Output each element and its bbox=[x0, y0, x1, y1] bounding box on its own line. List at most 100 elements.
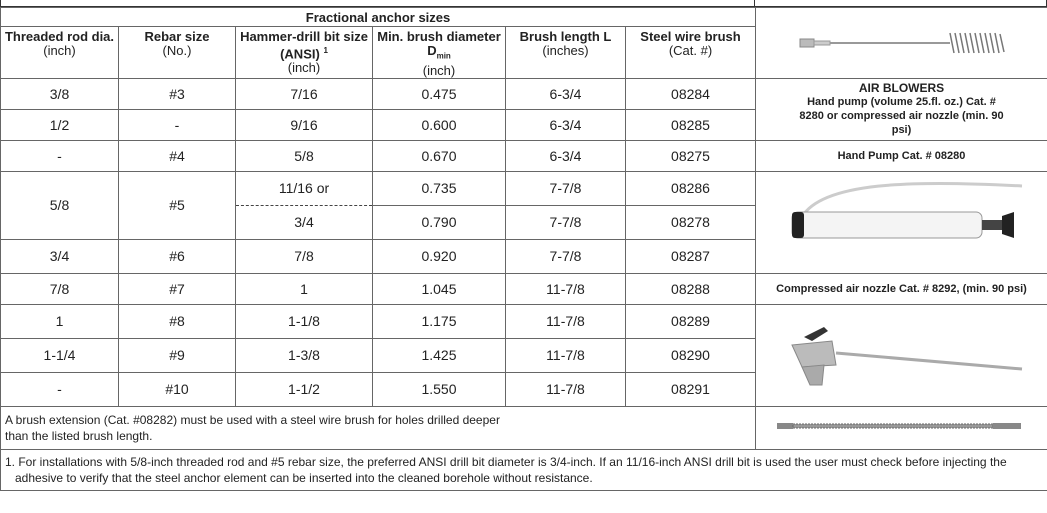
column-label: Threaded rod dia. bbox=[5, 29, 114, 44]
footnote-row: 1. For installations with 5/8-inch threa… bbox=[1, 449, 1047, 490]
cell: 3/4 bbox=[236, 205, 373, 239]
column-unit: (inch) bbox=[43, 43, 76, 58]
column-header: Rebar size(No.) bbox=[119, 27, 236, 79]
cell: 7-7/8 bbox=[506, 239, 626, 273]
cell: 11-7/8 bbox=[506, 273, 626, 304]
cell: 6-3/4 bbox=[506, 109, 626, 140]
nozzle-image-cell bbox=[756, 304, 1047, 406]
cell: 3/8 bbox=[1, 78, 119, 109]
page: Fractional anchor sizes Threaded rod dia… bbox=[0, 0, 1047, 513]
hand-pump-image-cell bbox=[756, 171, 1047, 273]
column-unit: (inches) bbox=[542, 43, 588, 58]
note-cell: A brush extension (Cat. #08282) must be … bbox=[1, 406, 756, 449]
brush-image-cell bbox=[756, 8, 1047, 79]
cell: - bbox=[119, 109, 236, 140]
cell: 7/8 bbox=[1, 273, 119, 304]
column-header: Steel wire brush(Cat. #) bbox=[626, 27, 756, 79]
column-unit: (Cat. #) bbox=[669, 43, 712, 58]
cell: 1.175 bbox=[373, 304, 506, 338]
column-label: Steel wire brush bbox=[640, 29, 740, 44]
cell: 0.790 bbox=[373, 205, 506, 239]
cell: 11-7/8 bbox=[506, 338, 626, 372]
cell: 7-7/8 bbox=[506, 171, 626, 205]
air-blowers-text: Hand pump (volume 25.fl. oz.) Cat. # 828… bbox=[756, 95, 1047, 137]
cell: 7-7/8 bbox=[506, 205, 626, 239]
cell: 1 bbox=[1, 304, 119, 338]
cell: 0.920 bbox=[373, 239, 506, 273]
nozzle-label: Compressed air nozzle Cat. # 8292, (min.… bbox=[756, 273, 1047, 304]
cell: #5 bbox=[119, 171, 236, 239]
cell: 1-3/8 bbox=[236, 338, 373, 372]
column-unit: (inch) bbox=[288, 60, 321, 75]
column-superscript: 1 bbox=[323, 46, 327, 55]
cell: #3 bbox=[119, 78, 236, 109]
cell: 08284 bbox=[626, 78, 756, 109]
column-label: Brush length L bbox=[520, 29, 612, 44]
cell: #6 bbox=[119, 239, 236, 273]
cell: 0.735 bbox=[373, 171, 506, 205]
column-header: Threaded rod dia.(inch) bbox=[1, 27, 119, 79]
cell: 7/8 bbox=[236, 239, 373, 273]
cell: 9/16 bbox=[236, 109, 373, 140]
cell: 0.600 bbox=[373, 109, 506, 140]
cell: 08278 bbox=[626, 205, 756, 239]
cell: 1.425 bbox=[373, 338, 506, 372]
anchor-table: Fractional anchor sizes Threaded rod dia… bbox=[0, 7, 1047, 491]
cell: - bbox=[1, 372, 119, 406]
cell: 1.550 bbox=[373, 372, 506, 406]
cell: 08289 bbox=[626, 304, 756, 338]
cell: #7 bbox=[119, 273, 236, 304]
cell: 08291 bbox=[626, 372, 756, 406]
cell: #10 bbox=[119, 372, 236, 406]
cell: 08285 bbox=[626, 109, 756, 140]
column-label: Rebar size bbox=[144, 29, 209, 44]
cell: 08287 bbox=[626, 239, 756, 273]
hand-pump-image bbox=[762, 172, 1042, 270]
cell: 11-7/8 bbox=[506, 304, 626, 338]
air-nozzle-image bbox=[762, 305, 1042, 403]
cell: 1/2 bbox=[1, 109, 119, 140]
cell: 08286 bbox=[626, 171, 756, 205]
cell: #8 bbox=[119, 304, 236, 338]
cell: 1-1/8 bbox=[236, 304, 373, 338]
cell: 3/4 bbox=[1, 239, 119, 273]
cell: 6-3/4 bbox=[506, 140, 626, 171]
cell: 6-3/4 bbox=[506, 78, 626, 109]
air-blowers-title: AIR BLOWERS bbox=[756, 81, 1047, 95]
extension-image-cell bbox=[756, 406, 1047, 449]
cell: #9 bbox=[119, 338, 236, 372]
column-header: Hammer-drill bit size (ANSI) 1(inch) bbox=[236, 27, 373, 79]
brush-extension-image bbox=[762, 416, 1042, 436]
cell: 7/16 bbox=[236, 78, 373, 109]
cell: 11-7/8 bbox=[506, 372, 626, 406]
note-row: A brush extension (Cat. #08282) must be … bbox=[1, 406, 1047, 449]
title-row: Fractional anchor sizes bbox=[1, 8, 1047, 27]
column-header: Brush length L(inches) bbox=[506, 27, 626, 79]
cell: #4 bbox=[119, 140, 236, 171]
cell: 1-1/2 bbox=[236, 372, 373, 406]
cell: 5/8 bbox=[1, 171, 119, 239]
footnote: 1. For installations with 5/8-inch threa… bbox=[1, 449, 1047, 490]
column-unit: (inch) bbox=[423, 63, 456, 78]
wire-brush-image bbox=[762, 21, 1042, 61]
cell: 1-1/4 bbox=[1, 338, 119, 372]
cell: 11/16 or bbox=[236, 171, 373, 205]
hand-pump-label: Hand Pump Cat. # 08280 bbox=[756, 140, 1047, 171]
cell: 1.045 bbox=[373, 273, 506, 304]
note-text: A brush extension (Cat. #08282) must be … bbox=[5, 412, 505, 444]
cell: - bbox=[1, 140, 119, 171]
column-label: Hammer-drill bit size (ANSI) bbox=[240, 29, 368, 61]
cell: 0.670 bbox=[373, 140, 506, 171]
column-subscript: min bbox=[437, 52, 451, 61]
cell: 08288 bbox=[626, 273, 756, 304]
top-band bbox=[0, 0, 1047, 7]
column-header: Min. brush diameter Dmin(inch) bbox=[373, 27, 506, 79]
cell: 08275 bbox=[626, 140, 756, 171]
table-title: Fractional anchor sizes bbox=[1, 8, 756, 27]
